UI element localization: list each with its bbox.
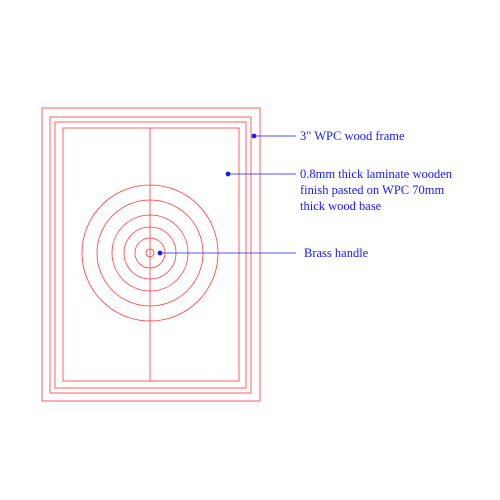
annotation-labels: 3" WPC wood frame 0.8mm thick laminate w… [300, 129, 455, 260]
frame-rebate-line [54, 121, 247, 389]
frame-inner-line [49, 116, 252, 394]
label-laminate: 0.8mm thick laminate wooden finish paste… [300, 167, 455, 213]
door-panel [62, 127, 240, 382]
annotation-leaders [157, 133, 296, 256]
door-outline [41, 107, 261, 402]
brass-handle [145, 248, 155, 258]
label-frame: 3" WPC wood frame [300, 129, 405, 143]
frame-outer-edge [41, 107, 261, 402]
label-laminate-line-3: thick wood base [300, 199, 382, 213]
label-laminate-line-1: 0.8mm thick laminate wooden [300, 167, 453, 181]
label-frame-line: 3" WPC wood frame [300, 129, 405, 143]
leader-dot-laminate [225, 171, 231, 177]
label-handle: Brass handle [304, 246, 369, 260]
label-handle-line: Brass handle [304, 246, 369, 260]
leader-dot-frame [251, 133, 257, 139]
label-laminate-line-2: finish pasted on WPC 70mm [300, 183, 444, 197]
leader-dot-handle [157, 250, 163, 256]
